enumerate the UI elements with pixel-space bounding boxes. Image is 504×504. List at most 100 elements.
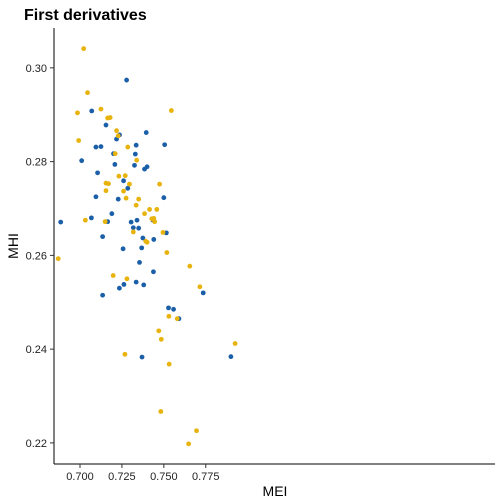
plot-area	[55, 46, 238, 447]
data-point	[75, 110, 80, 116]
data-point	[109, 211, 115, 217]
data-point	[144, 239, 150, 245]
data-point	[132, 162, 137, 168]
data-point	[147, 207, 152, 212]
y-tick-label: 0.30	[26, 63, 47, 75]
data-point	[144, 164, 150, 170]
data-point	[112, 151, 118, 157]
data-point	[162, 142, 168, 148]
series-1	[58, 77, 234, 360]
y-tick-label: 0.24	[26, 344, 47, 356]
data-point	[102, 219, 108, 225]
data-point	[232, 341, 238, 346]
data-point	[124, 77, 130, 83]
data-point	[93, 144, 99, 150]
data-point	[133, 202, 139, 208]
data-point	[166, 305, 171, 311]
data-point	[130, 229, 136, 235]
data-point	[141, 282, 147, 288]
data-point	[132, 151, 138, 157]
data-point	[123, 195, 129, 201]
data-point	[194, 428, 199, 434]
data-point	[134, 157, 140, 163]
data-point	[157, 181, 163, 187]
y-axis-ticks: 0.22 0.24 0.26 0.28 0.30	[26, 63, 54, 450]
data-point	[107, 115, 113, 120]
data-point	[140, 235, 146, 241]
data-point	[127, 181, 132, 187]
data-point	[82, 217, 88, 223]
data-point	[161, 195, 167, 201]
chart-title: First derivatives	[24, 7, 147, 24]
data-point	[116, 173, 122, 179]
data-point	[151, 237, 157, 242]
data-point	[121, 282, 127, 287]
data-point	[171, 306, 176, 312]
data-point	[166, 361, 172, 367]
data-point	[133, 142, 139, 148]
data-point	[122, 173, 128, 179]
data-point	[168, 108, 174, 113]
data-point	[166, 313, 172, 319]
data-point	[106, 181, 111, 187]
data-point	[137, 260, 142, 265]
data-point	[151, 269, 156, 275]
data-point	[130, 225, 136, 231]
data-point	[154, 207, 160, 212]
data-point	[120, 246, 126, 252]
x-tick-label: 0.700	[66, 471, 94, 483]
data-point	[133, 279, 139, 285]
x-tick-label: 0.775	[192, 471, 220, 483]
data-point	[95, 170, 100, 176]
y-tick-label: 0.26	[26, 250, 47, 262]
data-point	[79, 158, 85, 164]
data-point	[143, 130, 149, 135]
data-point	[121, 188, 126, 194]
data-point	[103, 188, 109, 194]
data-point	[125, 185, 131, 191]
data-point	[142, 211, 147, 217]
data-point	[93, 194, 99, 200]
data-point	[55, 256, 61, 262]
data-point	[88, 215, 94, 221]
data-point	[139, 245, 145, 251]
data-point	[136, 225, 142, 231]
data-point	[228, 354, 234, 360]
data-point	[115, 133, 121, 139]
data-point	[112, 162, 118, 167]
data-point	[186, 441, 192, 447]
data-point	[158, 336, 164, 342]
data-point	[76, 138, 82, 143]
data-point	[164, 250, 170, 255]
data-point	[197, 284, 203, 290]
y-tick-label: 0.22	[26, 438, 47, 450]
data-point	[100, 292, 106, 298]
series-2	[55, 46, 238, 447]
data-point	[115, 196, 121, 202]
data-point	[114, 128, 119, 134]
data-point	[124, 276, 130, 282]
data-point	[89, 108, 95, 114]
data-point	[134, 217, 140, 223]
data-point	[158, 409, 164, 414]
data-point	[58, 219, 64, 225]
data-point	[110, 273, 116, 278]
data-point	[128, 219, 134, 225]
data-point	[116, 285, 122, 291]
x-axis-ticks: 0.700 0.725 0.750 0.775	[66, 464, 220, 483]
data-point	[125, 144, 131, 150]
data-point	[174, 316, 180, 322]
data-point	[103, 122, 109, 128]
x-tick-label: 0.725	[108, 471, 136, 483]
data-point	[81, 46, 87, 52]
data-point	[98, 144, 104, 150]
data-point	[136, 196, 142, 202]
data-point	[156, 328, 162, 334]
data-point	[160, 230, 166, 235]
data-point	[85, 90, 90, 96]
x-tick-label: 0.750	[150, 471, 178, 483]
data-point	[98, 106, 104, 112]
data-point	[152, 219, 158, 225]
data-point	[122, 351, 128, 357]
data-point	[200, 290, 206, 296]
